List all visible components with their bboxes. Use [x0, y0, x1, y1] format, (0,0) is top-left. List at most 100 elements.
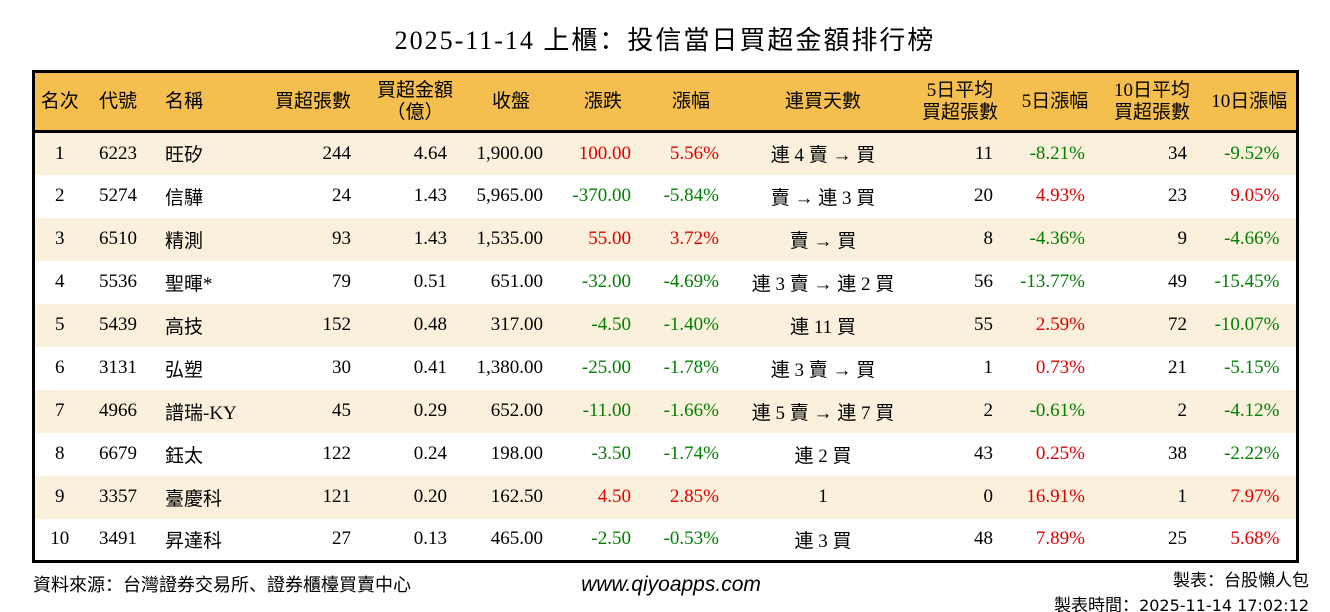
page-title: 2025-11-14 上櫃：投信當日買超金額排行榜 [394, 26, 936, 55]
rank-cell: 9 [55, 486, 65, 507]
close-cell: 5,965.00 [476, 185, 544, 206]
name-cell: 信驊 [165, 187, 204, 209]
close-cell: 1,900.00 [476, 142, 544, 164]
code-cell: 6679 [99, 443, 137, 464]
avg10-cell: 38 [1168, 443, 1187, 464]
code-cell: 3491 [99, 528, 137, 550]
ranking-table: 名次 代號 名稱 買超張數 買超金額 （億） 收盤 漲跌 漲幅 連買天數 5日平… [31, 70, 1299, 563]
col-header-pct10: 10日漲幅 [1203, 71, 1297, 133]
col-header-change: 漲跌 [559, 71, 647, 133]
pct10-cell: 7.97% [1230, 486, 1280, 507]
code-cell: 5274 [99, 185, 137, 206]
name-cell: 高技 [165, 316, 204, 338]
streak-cell: 賣 → 買 [789, 230, 857, 252]
close-cell: 652.00 [490, 400, 543, 421]
name-cell: 鈺太 [165, 445, 204, 467]
code-cell: 4966 [99, 400, 137, 421]
streak-cell: 連 11 買 [790, 316, 856, 338]
volume-cell: 121 [322, 486, 352, 507]
change-cell: -2.50 [591, 528, 631, 550]
code-cell: 6510 [99, 228, 137, 249]
volume-cell: 152 [322, 314, 352, 335]
pct5-cell: -13.77% [1020, 271, 1085, 292]
pct10-cell: -9.52% [1224, 142, 1280, 164]
avg10-cell: 21 [1168, 357, 1187, 378]
close-cell: 1,535.00 [476, 228, 544, 249]
close-cell: 317.00 [490, 314, 543, 335]
col-header-streak: 連買天數 [735, 71, 911, 133]
pct5-cell: 0.73% [1035, 357, 1085, 378]
change-cell: 100.00 [578, 142, 631, 164]
pct-cell: -1.74% [663, 443, 719, 464]
col-header-avg10: 10日平均 買超張數 [1101, 71, 1203, 133]
amount-cell: 1.43 [413, 185, 447, 206]
pct10-cell: 9.05% [1230, 185, 1280, 206]
amount-cell: 0.24 [413, 443, 447, 464]
rank-cell: 5 [55, 314, 65, 335]
avg10-cell: 2 [1177, 400, 1188, 421]
amount-cell: 0.51 [413, 271, 447, 292]
avg10-cell: 1 [1177, 486, 1188, 507]
change-cell: -3.50 [591, 443, 631, 464]
change-cell: -25.00 [581, 357, 631, 378]
col-header-name: 名稱 [151, 71, 261, 133]
col-header-pct: 漲幅 [647, 71, 735, 133]
name-cell: 旺矽 [165, 145, 204, 167]
website-watermark: www.qiyoapps.com [581, 573, 761, 596]
volume-cell: 27 [332, 528, 351, 550]
amount-cell: 1.43 [413, 228, 447, 249]
avg10-cell: 34 [1168, 142, 1187, 164]
code-cell: 6223 [99, 142, 137, 164]
table-row: 9 3357 臺慶科 121 0.20 162.50 4.50 2.85% 1 … [33, 475, 1297, 519]
avg10-cell: 72 [1168, 314, 1187, 335]
pct5-cell: -8.21% [1029, 142, 1085, 164]
table-row: 10 3491 昇達科 27 0.13 465.00 -2.50 -0.53% … [33, 518, 1297, 562]
avg5-cell: 48 [974, 528, 993, 550]
streak-cell: 連 3 買 [794, 530, 852, 552]
change-cell: -370.00 [572, 185, 631, 206]
streak-cell: 連 2 買 [794, 445, 852, 467]
avg10-cell: 9 [1177, 228, 1188, 249]
avg5-cell: 8 [983, 228, 994, 249]
col-header-pct5: 5日漲幅 [1009, 71, 1101, 133]
pct10-cell: -2.22% [1224, 443, 1280, 464]
volume-cell: 45 [332, 400, 351, 421]
col-header-close: 收盤 [463, 71, 559, 133]
volume-cell: 24 [332, 185, 351, 206]
code-cell: 3131 [99, 357, 137, 378]
volume-cell: 93 [332, 228, 351, 249]
code-cell: 5536 [99, 271, 137, 292]
pct-cell: -5.84% [663, 185, 719, 206]
change-cell: -4.50 [591, 314, 631, 335]
pct10-cell: -15.45% [1214, 271, 1280, 292]
rank-cell: 7 [55, 400, 65, 421]
pct-cell: -1.66% [663, 400, 719, 421]
change-cell: -11.00 [582, 400, 631, 421]
table-row: 7 4966 譜瑞-KY 45 0.29 652.00 -11.00 -1.66… [33, 389, 1297, 433]
table-row: 3 6510 精測 93 1.43 1,535.00 55.00 3.72% 賣… [33, 217, 1297, 261]
streak-cell: 連 3 賣 → 連 2 買 [751, 273, 895, 295]
streak-cell: 連 5 賣 → 連 7 買 [751, 402, 895, 424]
col-header-volume: 買超張數 [261, 71, 367, 133]
rank-cell: 1 [55, 142, 65, 164]
avg5-cell: 55 [974, 314, 993, 335]
amount-cell: 0.29 [413, 400, 447, 421]
amount-cell: 0.41 [413, 357, 447, 378]
avg10-cell: 23 [1168, 185, 1187, 206]
pct-cell: 5.56% [669, 142, 719, 164]
report-author: 製表：台股懶人包 [1173, 571, 1309, 590]
rank-cell: 2 [55, 185, 65, 206]
table-row: 1 6223 旺矽 244 4.64 1,900.00 100.00 5.56%… [33, 131, 1297, 175]
col-header-amount: 買超金額 （億） [367, 71, 463, 133]
pct10-cell: -4.66% [1224, 228, 1280, 249]
footer: 資料來源：台灣證券交易所、證券櫃檯買賣中心 www.qiyoapps.com 製… [21, 569, 1309, 612]
change-cell: 4.50 [597, 486, 631, 507]
table-row: 8 6679 鈺太 122 0.24 198.00 -3.50 -1.74% 連… [33, 432, 1297, 476]
rank-cell: 8 [55, 443, 65, 464]
avg10-cell: 25 [1168, 528, 1187, 550]
pct10-cell: -4.12% [1224, 400, 1280, 421]
col-header-code: 代號 [85, 71, 151, 133]
code-cell: 5439 [99, 314, 137, 335]
avg5-cell: 2 [983, 400, 994, 421]
pct-cell: -0.53% [663, 528, 719, 550]
